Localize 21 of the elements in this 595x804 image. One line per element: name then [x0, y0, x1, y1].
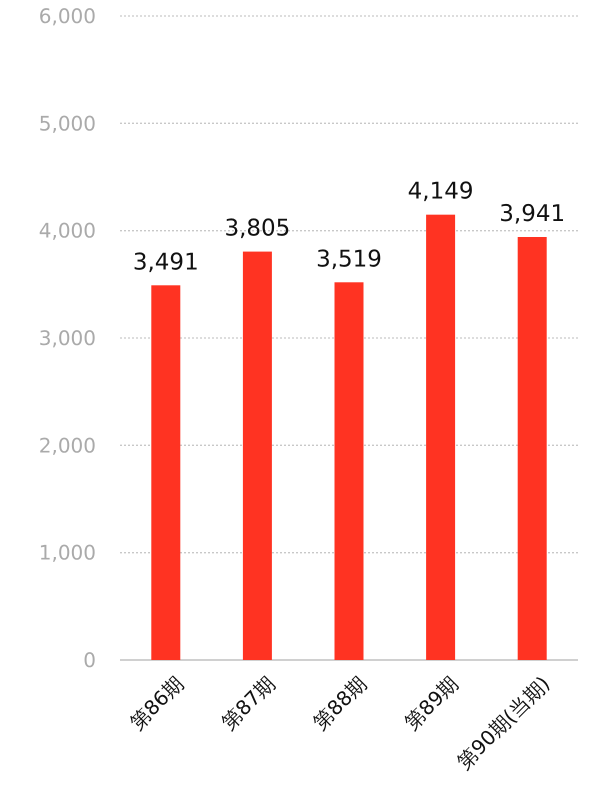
- data-label: 3,941: [499, 201, 566, 227]
- bar: [151, 285, 180, 660]
- bar: [334, 282, 364, 660]
- y-tick-label: 3,000: [38, 326, 96, 350]
- data-label: 3,519: [316, 246, 382, 272]
- bar: [518, 237, 547, 660]
- data-label: 3,491: [132, 249, 199, 276]
- data-label: 4,149: [408, 178, 474, 205]
- x-tick-label: 第89期: [400, 671, 463, 735]
- data-label: 3,805: [224, 216, 290, 242]
- y-tick-label: 4,000: [38, 218, 96, 243]
- y-tick-label: 0: [83, 648, 96, 672]
- y-tick-label: 6,000: [38, 4, 96, 28]
- y-tick-label: 2,000: [38, 433, 96, 458]
- bar: [242, 252, 272, 660]
- y-tick-label: 5,000: [38, 111, 96, 136]
- x-tick-label: 第87期: [216, 671, 280, 735]
- bar: [426, 214, 456, 660]
- y-tick-label: 1,000: [38, 540, 96, 565]
- x-tick-label: 第86期: [124, 671, 188, 735]
- x-tick-label: 第88期: [308, 671, 372, 735]
